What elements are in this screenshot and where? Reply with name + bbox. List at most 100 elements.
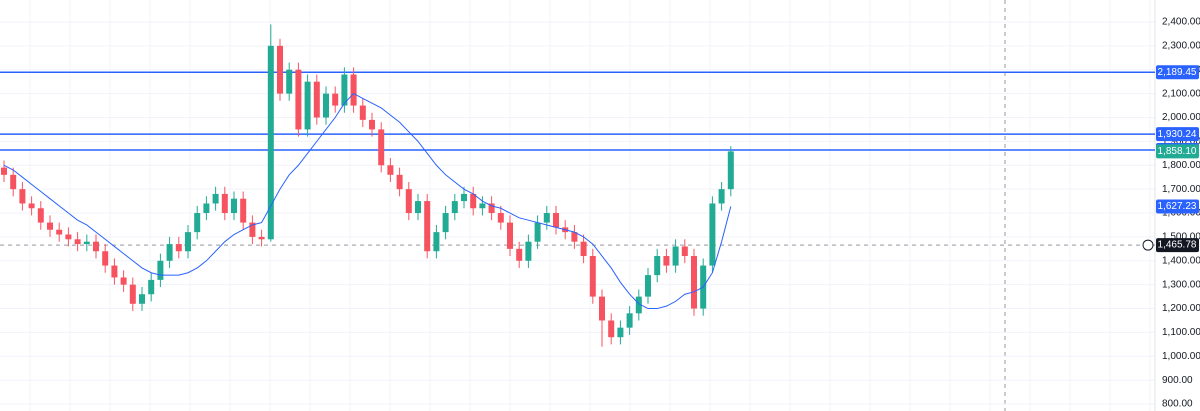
candle-body <box>672 246 679 266</box>
candle-body <box>718 189 725 204</box>
candle-body <box>212 193 219 204</box>
candle-body <box>461 193 467 202</box>
candle-body <box>332 93 339 106</box>
candle-body <box>442 213 449 233</box>
candle-body <box>139 294 145 304</box>
y-tick-label: 1,000.00 <box>1162 351 1200 362</box>
candle-body <box>295 69 302 130</box>
candle-body <box>691 256 697 309</box>
candle-body <box>341 74 348 106</box>
candle-body <box>387 165 394 175</box>
y-tick-label: 1,700.00 <box>1162 184 1200 195</box>
candle-body <box>277 45 283 94</box>
y-tick-label: 1,800.00 <box>1162 160 1200 171</box>
candle-body <box>249 222 256 237</box>
candle-body <box>93 241 99 252</box>
y-tick-label: 1,100.00 <box>1162 327 1200 338</box>
candle-body <box>221 193 228 214</box>
candle-body <box>553 213 559 228</box>
candle-body <box>258 236 265 240</box>
candle-body <box>571 232 578 242</box>
candle-body <box>83 241 90 245</box>
crosshair-plus <box>1142 239 1154 251</box>
candle-body <box>534 222 541 242</box>
candle-body <box>102 251 109 266</box>
candle-body <box>203 203 210 214</box>
candle-body <box>663 256 670 266</box>
level-label: 2,189.45 <box>1158 67 1197 78</box>
candle-body <box>286 69 293 94</box>
y-tick-label: 1,400.00 <box>1162 255 1200 266</box>
level-box <box>1156 127 1199 142</box>
y-tick-label: 2,000.00 <box>1162 112 1200 123</box>
candle-body <box>415 201 421 214</box>
candle-body <box>635 296 642 314</box>
candle-body <box>304 81 311 130</box>
y-tick-label: 2,400.00 <box>1162 17 1200 28</box>
candle-body <box>608 320 615 338</box>
ma-last-label: 1,627.23 <box>1158 201 1197 212</box>
y-tick-label: 1,200.00 <box>1162 303 1200 314</box>
candle-body <box>267 45 274 240</box>
y-tick-label: 1,500.00 <box>1162 232 1200 243</box>
candle-body <box>396 174 403 190</box>
candle-body <box>681 246 688 257</box>
last-price-label: 1,858.10 <box>1158 146 1197 157</box>
ma-last-box <box>1156 199 1199 214</box>
candle-body <box>654 256 661 276</box>
crosshair-box <box>1156 238 1199 253</box>
last-price-box <box>1156 144 1199 159</box>
candle-body <box>405 189 412 214</box>
candle-body <box>74 239 81 245</box>
candle-body <box>157 260 164 280</box>
candle-body <box>194 213 201 233</box>
candle-body <box>433 232 440 252</box>
candle-body <box>543 213 550 223</box>
candle-body <box>10 174 17 190</box>
candle-body <box>185 232 191 252</box>
y-tick-label: 1,900.00 <box>1162 136 1200 147</box>
moving-average <box>3 92 732 310</box>
candle-body <box>129 284 136 304</box>
candle-body <box>589 256 596 297</box>
candle-body <box>111 265 118 278</box>
y-tick-label: 900.00 <box>1162 375 1193 386</box>
level-label: 1,930.24 <box>1158 129 1197 140</box>
y-tick-label: 800.00 <box>1162 399 1193 410</box>
candle-body <box>470 193 477 209</box>
candle-body <box>645 275 651 297</box>
candle-body <box>580 241 587 257</box>
y-tick-label: 1,300.00 <box>1162 279 1200 290</box>
candle-body <box>424 201 431 252</box>
candle-body <box>56 229 63 235</box>
y-tick-label: 2,100.00 <box>1162 88 1200 99</box>
candle-body <box>47 222 53 230</box>
candle-body <box>313 81 320 118</box>
candle-body <box>1 167 7 175</box>
candle-body <box>37 208 44 223</box>
candle-body <box>175 244 182 252</box>
level-box <box>1156 65 1199 80</box>
candle-body <box>240 198 247 223</box>
candle-body <box>323 93 329 118</box>
candle-body <box>626 313 633 328</box>
candle-body <box>727 151 734 190</box>
candle-body <box>599 296 605 321</box>
candle-body <box>488 203 495 214</box>
candle-body <box>497 213 504 223</box>
candle-body <box>28 203 35 209</box>
y-tick-label: 2,300.00 <box>1162 40 1200 51</box>
candle-body <box>378 129 385 166</box>
candle-body <box>359 105 366 120</box>
candle-body <box>166 244 173 261</box>
candle-body <box>65 234 72 240</box>
candle-body <box>507 222 513 249</box>
candle-body <box>516 248 523 261</box>
candle-body <box>451 201 458 214</box>
candle-body <box>350 74 357 106</box>
candle-body <box>148 279 155 295</box>
candle-body <box>525 241 532 261</box>
candle-body <box>231 198 237 214</box>
candle-body <box>709 203 716 266</box>
